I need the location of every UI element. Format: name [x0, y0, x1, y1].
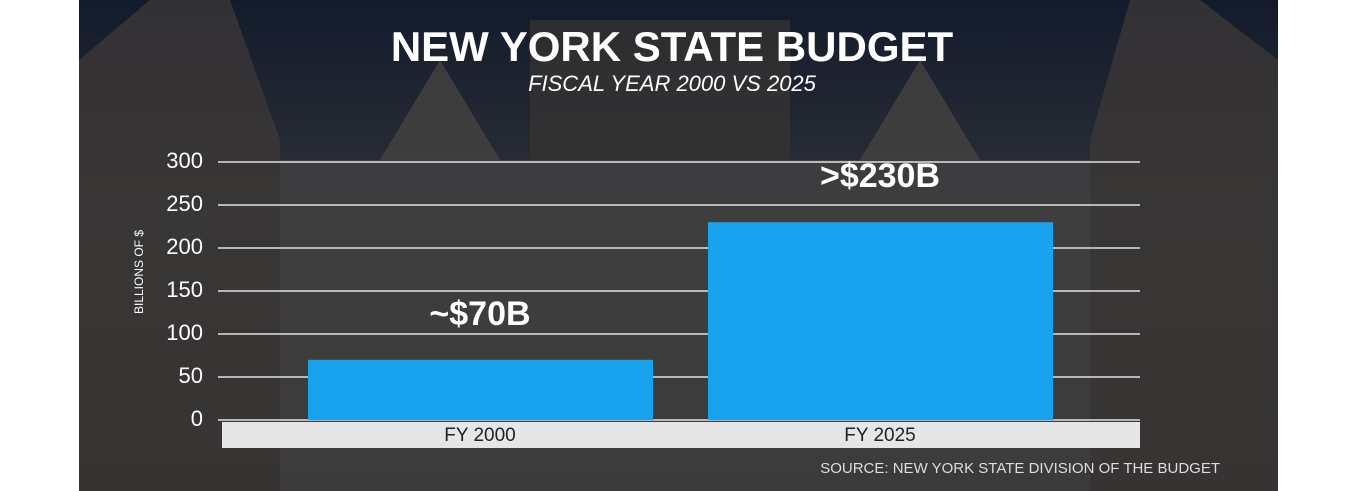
y-tick-label: 250: [166, 191, 203, 216]
chart-subtitle: FISCAL YEAR 2000 VS 2025: [528, 71, 817, 96]
source: SOURCE: NEW YORK STATE DIVISION OF THE B…: [820, 460, 1220, 477]
y-tick-label: 50: [179, 363, 203, 388]
chart-title: NEW YORK STATE BUDGET: [391, 23, 954, 70]
value-label: >$230B: [820, 157, 940, 195]
y-tick-label: 200: [166, 234, 203, 259]
category-strip: [222, 422, 1140, 448]
bar: [708, 222, 1053, 420]
value-label: ~$70B: [429, 295, 530, 333]
y-tick-label: 300: [166, 148, 203, 173]
y-tick-label: 100: [166, 320, 203, 345]
x-tick-label: FY 2025: [844, 425, 915, 446]
bar: [308, 359, 653, 420]
y-axis-label: BILLIONS OF $: [132, 230, 146, 314]
x-tick-label: FY 2000: [444, 425, 515, 446]
y-tick-label: 0: [191, 406, 203, 431]
y-tick-label: 150: [166, 277, 203, 302]
